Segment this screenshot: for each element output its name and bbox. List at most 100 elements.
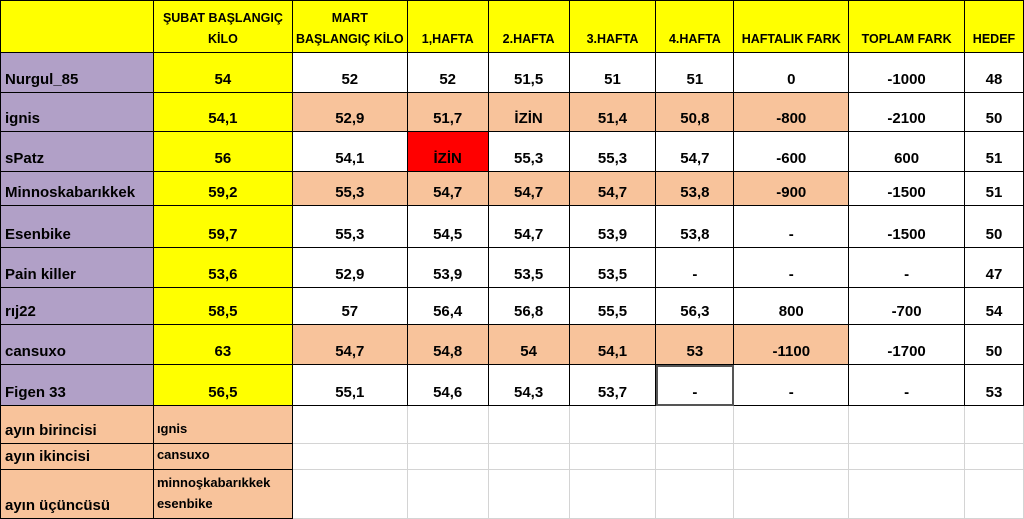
value-cell[interactable]: -600 <box>733 131 850 172</box>
empty-cell[interactable] <box>291 469 408 519</box>
empty-cell[interactable] <box>406 469 489 519</box>
ranking-label[interactable]: ayın ikincisi <box>0 443 154 470</box>
value-cell[interactable]: 51,7 <box>406 92 489 132</box>
value-cell[interactable]: 56,5 <box>152 364 293 406</box>
value-cell[interactable]: 54,7 <box>487 171 570 206</box>
value-cell[interactable]: 54,3 <box>487 364 570 406</box>
value-cell[interactable]: İZİN <box>487 92 570 132</box>
value-cell[interactable]: 59,7 <box>152 205 293 248</box>
value-cell[interactable]: 55,5 <box>568 287 657 325</box>
value-cell[interactable]: 53,8 <box>655 205 735 248</box>
column-header[interactable]: ŞUBAT BAŞLANGIÇ KİLO <box>152 0 293 53</box>
value-cell[interactable]: 53,8 <box>655 171 735 206</box>
empty-cell[interactable] <box>655 469 735 519</box>
participant-name-cell[interactable]: Pain killer <box>0 247 154 288</box>
value-cell[interactable]: 55,3 <box>291 205 408 248</box>
value-cell[interactable]: 51 <box>963 171 1024 206</box>
value-cell[interactable]: 47 <box>963 247 1024 288</box>
empty-cell[interactable] <box>733 443 850 470</box>
value-cell[interactable]: 58,5 <box>152 287 293 325</box>
value-cell[interactable]: 53,5 <box>487 247 570 288</box>
value-cell[interactable]: İZİN <box>406 131 489 172</box>
value-cell[interactable]: 54,7 <box>568 171 657 206</box>
value-cell[interactable]: 57 <box>291 287 408 325</box>
value-cell[interactable]: -900 <box>733 171 850 206</box>
value-cell[interactable]: 54,7 <box>406 171 489 206</box>
empty-cell[interactable] <box>848 469 965 519</box>
value-cell[interactable]: - <box>848 247 965 288</box>
value-cell[interactable]: 53,9 <box>568 205 657 248</box>
column-header[interactable]: 1,HAFTA <box>406 0 489 53</box>
participant-name-cell[interactable]: Minnoskabarıkkek <box>0 171 154 206</box>
empty-cell[interactable] <box>848 443 965 470</box>
ranking-winner[interactable]: cansuxo <box>152 443 293 470</box>
empty-cell[interactable] <box>487 405 570 444</box>
value-cell[interactable]: - <box>655 364 735 406</box>
column-header[interactable]: MART BAŞLANGIÇ KİLO <box>291 0 408 53</box>
value-cell[interactable]: 52 <box>291 52 408 93</box>
participant-name-cell[interactable]: sPatz <box>0 131 154 172</box>
value-cell[interactable]: 54,7 <box>487 205 570 248</box>
value-cell[interactable]: 800 <box>733 287 850 325</box>
value-cell[interactable]: 50 <box>963 92 1024 132</box>
value-cell[interactable]: 53 <box>963 364 1024 406</box>
value-cell[interactable]: 54,1 <box>291 131 408 172</box>
value-cell[interactable]: 55,3 <box>291 171 408 206</box>
value-cell[interactable]: 54 <box>152 52 293 93</box>
column-header[interactable] <box>0 0 154 53</box>
value-cell[interactable]: 53,9 <box>406 247 489 288</box>
empty-cell[interactable] <box>568 443 657 470</box>
value-cell[interactable]: -1700 <box>848 324 965 365</box>
empty-cell[interactable] <box>733 469 850 519</box>
empty-cell[interactable] <box>291 443 408 470</box>
empty-cell[interactable] <box>406 443 489 470</box>
value-cell[interactable]: -2100 <box>848 92 965 132</box>
value-cell[interactable]: - <box>733 247 850 288</box>
value-cell[interactable]: 53,6 <box>152 247 293 288</box>
value-cell[interactable]: - <box>733 205 850 248</box>
column-header[interactable]: HEDEF <box>963 0 1024 53</box>
empty-cell[interactable] <box>963 405 1024 444</box>
participant-name-cell[interactable]: Esenbike <box>0 205 154 248</box>
value-cell[interactable]: 600 <box>848 131 965 172</box>
value-cell[interactable]: 50 <box>963 324 1024 365</box>
value-cell[interactable]: 54,1 <box>568 324 657 365</box>
column-header[interactable]: TOPLAM FARK <box>848 0 965 53</box>
value-cell[interactable]: -800 <box>733 92 850 132</box>
empty-cell[interactable] <box>487 469 570 519</box>
value-cell[interactable]: 51,5 <box>487 52 570 93</box>
value-cell[interactable]: 52 <box>406 52 489 93</box>
ranking-label[interactable]: ayın birincisi <box>0 405 154 444</box>
value-cell[interactable]: 55,3 <box>568 131 657 172</box>
value-cell[interactable]: 51,4 <box>568 92 657 132</box>
value-cell[interactable]: 51 <box>568 52 657 93</box>
value-cell[interactable]: 52,9 <box>291 247 408 288</box>
value-cell[interactable]: 54 <box>487 324 570 365</box>
value-cell[interactable]: 54,5 <box>406 205 489 248</box>
value-cell[interactable]: 54,7 <box>655 131 735 172</box>
value-cell[interactable]: 54,7 <box>291 324 408 365</box>
column-header[interactable]: 4.HAFTA <box>655 0 735 53</box>
value-cell[interactable]: 54 <box>963 287 1024 325</box>
value-cell[interactable]: 59,2 <box>152 171 293 206</box>
ranking-winner[interactable]: ıgnis <box>152 405 293 444</box>
empty-cell[interactable] <box>568 469 657 519</box>
value-cell[interactable]: 54,1 <box>152 92 293 132</box>
value-cell[interactable]: 55,3 <box>487 131 570 172</box>
value-cell[interactable]: 56 <box>152 131 293 172</box>
value-cell[interactable]: 53,5 <box>568 247 657 288</box>
value-cell[interactable]: 54,8 <box>406 324 489 365</box>
empty-cell[interactable] <box>963 443 1024 470</box>
value-cell[interactable]: - <box>733 364 850 406</box>
participant-name-cell[interactable]: cansuxo <box>0 324 154 365</box>
value-cell[interactable]: 53 <box>655 324 735 365</box>
value-cell[interactable]: -1500 <box>848 171 965 206</box>
value-cell[interactable]: 54,6 <box>406 364 489 406</box>
empty-cell[interactable] <box>848 405 965 444</box>
column-header[interactable]: 3.HAFTA <box>568 0 657 53</box>
empty-cell[interactable] <box>291 405 408 444</box>
value-cell[interactable]: 50,8 <box>655 92 735 132</box>
value-cell[interactable]: 48 <box>963 52 1024 93</box>
value-cell[interactable]: 63 <box>152 324 293 365</box>
column-header[interactable]: HAFTALIK FARK <box>733 0 850 53</box>
